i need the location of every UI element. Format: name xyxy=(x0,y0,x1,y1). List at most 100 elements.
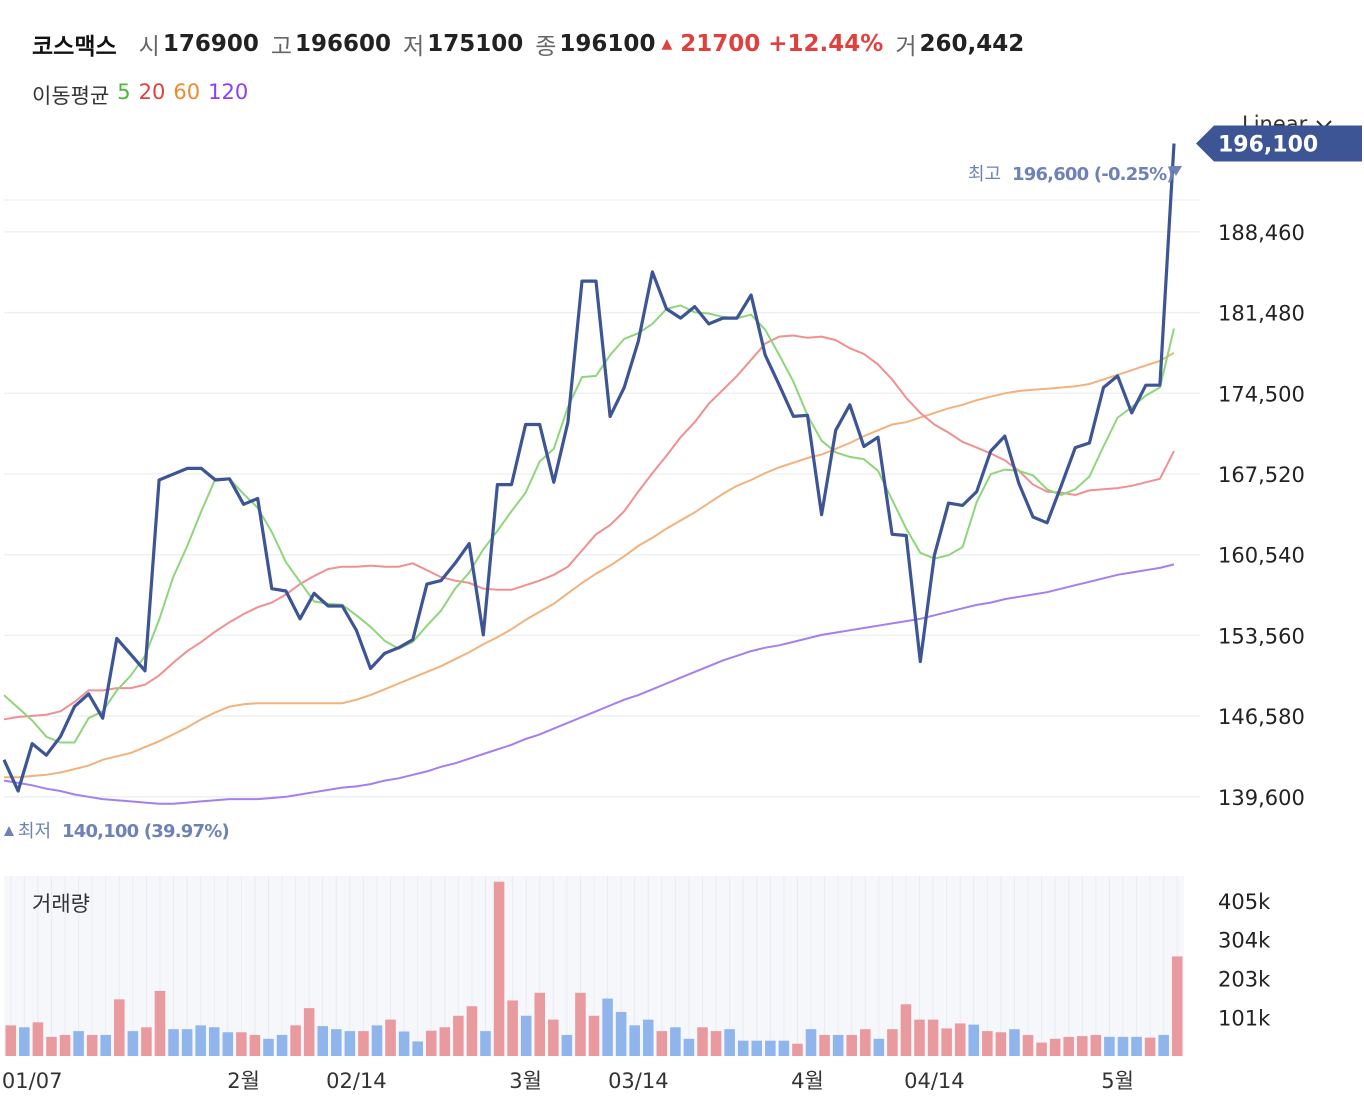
volume-bar xyxy=(914,1019,925,1056)
volume-bar xyxy=(453,1015,464,1056)
volume-bar xyxy=(629,1025,640,1056)
volume-bar xyxy=(466,1006,478,1056)
price-grid xyxy=(4,199,1200,798)
volume-bar xyxy=(73,1031,84,1056)
volume-bar xyxy=(710,1031,722,1056)
volume-bar xyxy=(724,1029,735,1056)
volume-bar xyxy=(181,1029,193,1056)
volume-bar xyxy=(697,1027,708,1056)
change-percent: +12.44% xyxy=(768,31,884,57)
volume-bar xyxy=(168,1029,179,1056)
volume-bar xyxy=(751,1040,763,1056)
volume-bar xyxy=(1090,1034,1102,1056)
y-tick-label: 188,460 xyxy=(1218,221,1305,245)
volume-bar xyxy=(846,1034,857,1056)
y-tick-label: 139,600 xyxy=(1218,786,1305,810)
volume-bar xyxy=(859,1029,871,1056)
volume-y-ticks: 405k 304k 203k 101k xyxy=(1218,890,1271,1030)
x-axis-ticks: 01/07 2월 02/14 3월 03/14 4월 04/14 5월 xyxy=(2,1069,1134,1093)
volume-bar xyxy=(19,1027,30,1056)
volume-bar xyxy=(873,1038,885,1056)
up-triangle-icon: ▲ xyxy=(661,36,673,52)
volume-bar xyxy=(480,1031,491,1056)
ma120-line xyxy=(3,563,1175,805)
volume-bar xyxy=(317,1026,329,1056)
volume-bar xyxy=(765,1040,776,1056)
volume-bar xyxy=(1117,1036,1129,1056)
volume-bar xyxy=(982,1031,993,1056)
volume-bar xyxy=(358,1031,369,1056)
volume-bar xyxy=(683,1038,695,1056)
volume-bar xyxy=(954,1023,966,1056)
volume-bar xyxy=(5,1025,17,1056)
change-value: 21700 xyxy=(680,31,761,57)
volume-bar xyxy=(507,1000,518,1056)
volume-bar xyxy=(1076,1036,1088,1056)
volume-bar xyxy=(32,1022,44,1056)
y-tick-label: 153,560 xyxy=(1218,624,1305,648)
volume-bar xyxy=(1158,1034,1169,1056)
volume-bar xyxy=(249,1034,261,1056)
x-tick-label: 02/14 xyxy=(326,1069,387,1093)
volume-tick-label: 203k xyxy=(1218,967,1271,991)
volume-bar xyxy=(59,1034,71,1056)
volume-bar xyxy=(941,1028,952,1056)
volume-bar xyxy=(331,1029,342,1056)
volume-bar xyxy=(1009,1029,1020,1056)
volume-bar xyxy=(1063,1036,1074,1056)
stock-header: 코스맥스 시 176900 고 196600 저 175100 종 196100… xyxy=(32,24,1036,64)
volume-bar xyxy=(439,1027,451,1056)
volume-bar xyxy=(114,999,125,1056)
volume-bar xyxy=(602,998,613,1056)
volume-bar xyxy=(303,1008,315,1056)
volume-bar xyxy=(412,1041,423,1056)
volume-bar xyxy=(900,1004,912,1056)
high-annotation-value: 196,600 (-0.25%) xyxy=(1012,164,1174,185)
x-tick-label: 01/07 xyxy=(2,1069,63,1093)
volume-bar xyxy=(493,881,505,1056)
ma5-line xyxy=(3,304,1175,744)
ma-legend-label: 이동평균 xyxy=(32,84,110,108)
volume-bar xyxy=(195,1025,206,1056)
volume-bar xyxy=(208,1027,220,1056)
volume-bars xyxy=(5,881,1183,1056)
ma-5-label[interactable]: 5 xyxy=(117,80,131,104)
volume-bar xyxy=(656,1031,668,1056)
ma-120-label[interactable]: 120 xyxy=(208,80,249,104)
up-triangle-icon xyxy=(4,826,14,836)
volume-tick-label: 304k xyxy=(1218,929,1271,953)
volume-bar xyxy=(222,1032,234,1056)
high-value: 196600 xyxy=(295,31,392,57)
volume-bar xyxy=(778,1040,790,1056)
low-label: 저 xyxy=(403,34,425,60)
x-tick-label: 3월 xyxy=(509,1069,542,1093)
volume-bar xyxy=(1171,956,1183,1056)
ma-20-label[interactable]: 20 xyxy=(138,80,166,104)
volume-bar xyxy=(385,1019,396,1056)
low-annotation-value: 140,100 (39.97%) xyxy=(62,821,229,842)
y-tick-label: 160,540 xyxy=(1218,544,1305,568)
volume-bar xyxy=(1036,1042,1047,1056)
volume-bar xyxy=(588,1015,600,1056)
volume-tick-label: 405k xyxy=(1218,890,1271,914)
volume-bar xyxy=(46,1036,57,1056)
volume-bar xyxy=(615,1011,627,1056)
volume-bar xyxy=(520,1015,532,1056)
close-value: 196100 xyxy=(559,31,656,57)
volume-label: 거 xyxy=(895,34,917,60)
low-value: 175100 xyxy=(427,31,524,57)
price-line-group xyxy=(2,143,1176,793)
volume-bar xyxy=(792,1043,803,1056)
ma20-line xyxy=(3,334,1175,721)
x-tick-label: 4월 xyxy=(791,1069,824,1093)
ma-60-label[interactable]: 60 xyxy=(173,80,201,104)
volume-bar xyxy=(737,1040,749,1056)
x-tick-label: 03/14 xyxy=(608,1069,669,1093)
volume-bar xyxy=(548,1019,559,1056)
volume-bar xyxy=(832,1034,844,1056)
chart-annotations: 196,100 최고 196,600 (-0.25%) 최저 140,100 (39.9… xyxy=(4,125,1362,842)
x-tick-label: 5월 xyxy=(1101,1069,1134,1093)
volume-bar xyxy=(670,1027,681,1056)
y-axis-ticks: 139,600 146,580 153,560 160,540 167,520 174,5… xyxy=(1218,221,1305,810)
